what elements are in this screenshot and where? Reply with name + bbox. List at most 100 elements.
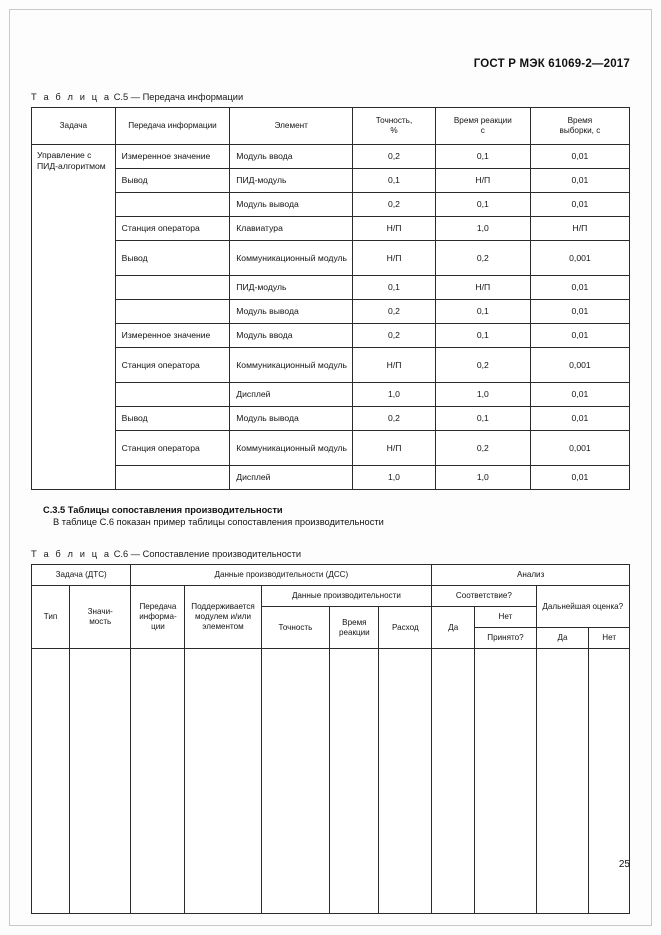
standard-header: ГОСТ Р МЭК 61069-2—2017: [473, 58, 630, 70]
col-information-transfer-line3: ции: [151, 622, 165, 632]
cell-element: ПИД-модуль: [229, 168, 354, 193]
cell-reaction-time: 1,0: [434, 382, 531, 407]
cell-element: Модуль вывода: [229, 299, 354, 324]
cell-further-yes: [535, 648, 590, 915]
cell-reaction-time: [329, 648, 380, 915]
cell-accuracy: Н/П: [352, 430, 436, 466]
table-row: Станция оператора Коммуникационный модуль…: [32, 347, 631, 383]
cell-accuracy: 0,2: [352, 323, 436, 348]
col-sampling-line2: выборки, с: [559, 126, 601, 135]
col-transfer: Передача информации: [114, 107, 231, 145]
cell-element: Модуль ввода: [229, 144, 354, 169]
col-task: Задача: [31, 107, 116, 145]
cell-sampling-time: 0,001: [529, 240, 631, 276]
cell-reaction-time: 0,1: [434, 323, 531, 348]
group-performance-data: Данные производительности (ДСС): [130, 563, 433, 587]
col-accuracy-line2: %: [390, 126, 398, 135]
col-conformity-no: Нет: [474, 606, 537, 629]
col-reaction-time-line2: реакции: [338, 627, 370, 637]
cell-type: [30, 648, 71, 915]
subgroup-further-evaluation: Дальнейшая оценка?: [535, 585, 631, 629]
cell-accuracy: 0,2: [352, 299, 436, 324]
table-row: Дисплей 1,0 1,0 0,01: [32, 465, 631, 490]
col-consumption: Расход: [378, 606, 433, 650]
table-row: Станция оператора Клавиатура Н/П 1,0 Н/П: [32, 216, 631, 241]
cell-reaction-time: Н/П: [434, 275, 531, 300]
col-reaction-time-line1: Время: [342, 617, 367, 627]
cell-information-transfer: [114, 275, 231, 300]
col-significance: Значи- мость: [69, 585, 132, 650]
cell-sampling-time: 0,01: [529, 406, 631, 431]
col-supported-by-line2: модулем и/или: [194, 612, 252, 622]
cell-element: Дисплей: [229, 465, 354, 490]
cell-accuracy: 0,1: [352, 275, 436, 300]
col-reaction-time: Время реакции с: [434, 107, 531, 145]
col-information-transfer: Передача информа- ции: [130, 585, 186, 650]
table-c6: Задача (ДТС) Данные производительности (…: [30, 563, 631, 915]
col-reaction-line1: Время реакции: [453, 115, 512, 125]
cell-reaction-time: 1,0: [434, 216, 531, 241]
cell-information-transfer: Вывод: [114, 168, 231, 193]
col-accuracy: Точность, %: [352, 107, 436, 145]
table-c6-empty-row: [30, 648, 630, 915]
cell-sampling-time: 0,001: [529, 430, 631, 466]
cell-accuracy: 1,0: [352, 465, 436, 490]
table-c6-header-row-2: Тип Значи- мость Передача информа- ции П…: [30, 585, 631, 650]
cell-element: Модуль вывода: [229, 192, 354, 217]
cell-sampling-time: 0,001: [529, 347, 631, 383]
cell-information-transfer: Станция оператора: [114, 430, 231, 466]
table-c6-caption: Т а б л и ц а С.6 — Сопоставление произв…: [31, 549, 630, 559]
cell-sampling-time: 0,01: [529, 275, 631, 300]
table-row: Управление с ПИД-алгоритмом Измеренное зн…: [31, 144, 631, 490]
table-row: Вывод Модуль вывода 0,2 0,1 0,01: [32, 406, 631, 431]
section-heading: С.3.5 Таблицы сопоставления производител…: [43, 505, 283, 515]
cell-information-transfer: Станция оператора: [114, 347, 231, 383]
cell-reaction-time: 1,0: [434, 465, 531, 490]
cell-sampling-time: 0,01: [529, 144, 631, 169]
col-supported-by: Поддерживается модулем и/или элементом: [184, 585, 262, 650]
cell-information-transfer: Измеренное значение: [114, 323, 231, 348]
col-sampling-time: Время выборки, с: [529, 107, 631, 145]
cell-information-transfer: [130, 648, 186, 915]
col-significance-line2: мость: [89, 617, 112, 627]
col-accuracy-line1: Точность,: [375, 115, 413, 125]
cell-information-transfer: [114, 299, 231, 324]
col-accepted: Принято?: [474, 627, 537, 650]
table-c6-caption-prefix: Т а б л и ц а: [31, 549, 112, 559]
table-row: Модуль вывода 0,2 0,1 0,01: [32, 299, 631, 324]
cell-element: Модуль вывода: [229, 406, 354, 431]
cell-conformity-yes: [431, 648, 476, 915]
cell-accuracy: Н/П: [352, 216, 436, 241]
cell-information-transfer: Вывод: [114, 406, 231, 431]
col-type: Тип: [30, 585, 71, 650]
cell-supported-by: [184, 648, 262, 915]
cell-sampling-time: 0,01: [529, 465, 631, 490]
table-row: Станция оператора Коммуникационный модуль…: [32, 430, 631, 466]
table-c6-header-row-3: Точность Время реакции Расход Да Нет: [32, 606, 630, 650]
cell-significance: [69, 648, 132, 915]
cell-reaction-time: 0,2: [434, 430, 531, 466]
cell-accuracy: 0,2: [352, 406, 436, 431]
cell-sampling-time: 0,01: [529, 323, 631, 348]
cell-accuracy: 0,2: [352, 192, 436, 217]
cell-accuracy: 0,2: [352, 144, 436, 169]
cell-information-transfer: [114, 192, 231, 217]
cell-reaction-time: 0,1: [434, 406, 531, 431]
cell-element: Коммуникационный модуль: [229, 347, 354, 383]
cell-reaction-time: Н/П: [434, 168, 531, 193]
col-further-no: Нет: [588, 627, 630, 650]
section-body-text: В таблице С.6 показан пример таблицы соп…: [53, 517, 384, 527]
col-supported-by-line3: элементом: [202, 622, 244, 632]
cell-further-no: [588, 648, 630, 915]
table-row: Модуль вывода 0,2 0,1 0,01: [32, 192, 631, 217]
page-number: 25: [618, 859, 630, 870]
cell-element: Коммуникационный модуль: [229, 240, 354, 276]
cell-accepted: [474, 648, 537, 915]
cell-element: Дисплей: [229, 382, 354, 407]
col-conformity-yes: Да: [431, 606, 476, 650]
cell-reaction-time: 0,2: [434, 240, 531, 276]
group-analysis: Анализ: [431, 563, 630, 587]
table-c5-caption: Т а б л и ц а С.5 — Передача информации: [31, 92, 630, 102]
